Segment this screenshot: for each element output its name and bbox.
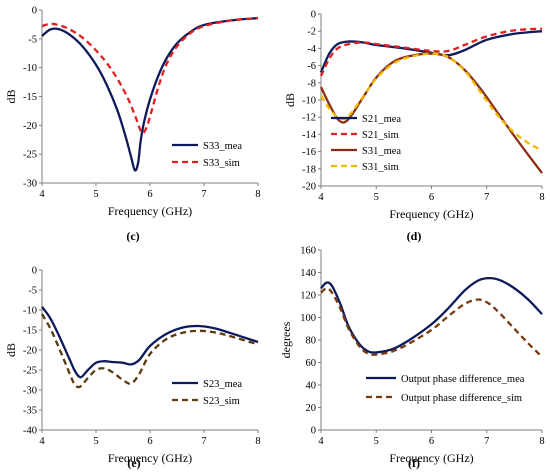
y-tick-label: -20 <box>23 121 37 132</box>
series-line-s21-mea <box>319 30 543 73</box>
legend-label: S23_mea <box>203 379 242 390</box>
chart-panel-f: 4 5 6 7 8 160 140 120 100 80 60 40 20 0 Frequency (GHz… <box>279 246 545 471</box>
y-tick-label: -25 <box>23 150 37 161</box>
x-axis-label: Frequency (GHz) <box>389 207 473 221</box>
y-tick-label: 60 <box>306 358 317 369</box>
y-tick-label: -40 <box>23 426 37 437</box>
y-tick-label: -30 <box>23 179 37 190</box>
legend-label: S33_mea <box>203 141 242 152</box>
x-tick-label: 8 <box>539 436 544 447</box>
y-tick-label: -4 <box>307 44 316 55</box>
x-tick-label: 8 <box>255 189 260 200</box>
y-tick-label: -30 <box>23 386 37 397</box>
y-tick-label: -20 <box>302 182 316 193</box>
panel-caption: (c) <box>126 229 139 243</box>
y-tick-label: 0 <box>32 266 37 277</box>
legend-label: S23_sim <box>203 396 240 407</box>
legend-label: Output phase difference_mea <box>401 374 525 385</box>
panel-caption: (e) <box>127 456 140 470</box>
y-tick-label: -16 <box>302 147 316 158</box>
y-tick-label: 40 <box>306 381 317 392</box>
series-line-s33-sim <box>41 16 259 135</box>
y-axis-label: dB <box>4 89 18 103</box>
y-tick-label: -6 <box>307 61 316 72</box>
y-tick-label: -5 <box>28 286 37 297</box>
series-line-s23-sim <box>41 313 259 389</box>
chart-panel-c: 4 5 6 7 8 0 -5 -10 -15 -20 -25 -30 Frequency (GHz) dB… <box>4 6 261 244</box>
legend-label: S33_sim <box>203 158 240 169</box>
legend: Output phase difference_mea Output phase … <box>366 374 525 404</box>
panel-caption: (d) <box>407 229 422 243</box>
x-axis-label: Frequency (GHz) <box>389 451 473 465</box>
series-line-s23-mea <box>41 306 259 379</box>
y-tick-label: -35 <box>23 406 37 417</box>
y-tick-label: 120 <box>300 291 316 302</box>
series-line-output-phase-difference-sim <box>320 287 543 358</box>
y-tick-label: -14 <box>302 130 317 141</box>
x-tick-label: 4 <box>318 436 324 447</box>
y-tick-label: -20 <box>23 346 37 357</box>
legend-label: Output phase difference_sim <box>401 393 522 404</box>
series-line-s33-mea <box>41 16 259 172</box>
x-tick-label: 7 <box>201 189 206 200</box>
y-tick-label: 0 <box>311 426 316 437</box>
x-tick-label: 6 <box>429 192 434 203</box>
y-tick-label: -25 <box>23 366 37 377</box>
y-tick-label: -5 <box>28 34 37 45</box>
y-tick-label: -8 <box>307 78 316 89</box>
x-axis-label: Frequency (GHz) <box>108 204 192 218</box>
y-tick-label: 0 <box>311 10 316 21</box>
y-tick-label: 20 <box>306 403 317 414</box>
y-tick-label: 100 <box>300 313 316 324</box>
x-tick-label: 5 <box>93 189 98 200</box>
y-tick-label: -10 <box>302 96 316 107</box>
x-tick-label: 5 <box>374 436 379 447</box>
x-tick-label: 6 <box>147 189 152 200</box>
y-tick-label: -15 <box>23 326 37 337</box>
y-tick-label: -10 <box>23 63 37 74</box>
legend: S33_mea S33_sim <box>172 141 242 169</box>
x-axis-label: Frequency (GHz) <box>108 451 192 465</box>
x-tick-label: 7 <box>201 436 206 447</box>
x-tick-label: 6 <box>147 436 152 447</box>
y-tick-label: -10 <box>23 306 37 317</box>
series-line-output-phase-difference-mea <box>320 276 543 354</box>
x-tick-label: 4 <box>39 189 45 200</box>
x-tick-label: 5 <box>374 192 379 203</box>
panel-caption: (f) <box>408 456 420 470</box>
legend-label: S21_sim <box>362 130 399 141</box>
y-axis-label: degrees <box>279 321 293 358</box>
y-axis-label: dB <box>283 93 297 107</box>
series-line-s31-sim <box>320 52 543 151</box>
series-line-s31-mea <box>319 52 543 174</box>
y-tick-label: 140 <box>300 268 316 279</box>
x-tick-label: 7 <box>484 192 489 203</box>
y-tick-label: -2 <box>307 27 316 38</box>
chart-panel-d: 4 5 6 7 8 0 -2 -4 -6 -8 -10 -12 -14 -16 -18 -20 Frequenc… <box>283 10 545 244</box>
y-tick-label: -18 <box>302 164 316 175</box>
x-tick-label: 6 <box>429 436 434 447</box>
y-tick-label: -15 <box>23 92 37 103</box>
y-tick-label: -12 <box>302 113 316 124</box>
legend-label: S21_mea <box>362 114 401 125</box>
x-tick-label: 5 <box>93 436 98 447</box>
legend: S23_mea S23_sim <box>172 379 242 407</box>
y-axis-label: dB <box>4 343 18 357</box>
x-tick-label: 4 <box>318 192 324 203</box>
x-tick-label: 7 <box>484 436 489 447</box>
x-tick-label: 8 <box>539 192 544 203</box>
x-tick-label: 4 <box>39 436 45 447</box>
series-line-s21-sim <box>319 27 543 77</box>
legend: S21_mea S21_sim S31_mea S31_sim <box>331 114 401 173</box>
y-tick-label: 0 <box>32 6 37 17</box>
chart-panel-e: 4 5 6 7 8 0 -5 -10 -15 -20 -25 -30 -35 -40 Frequency (… <box>4 266 261 471</box>
legend-label: S31_mea <box>362 146 401 157</box>
x-tick-label: 8 <box>255 436 260 447</box>
y-tick-label: 160 <box>300 246 316 257</box>
legend-label: S31_sim <box>362 162 399 173</box>
y-tick-label: 80 <box>306 336 317 347</box>
